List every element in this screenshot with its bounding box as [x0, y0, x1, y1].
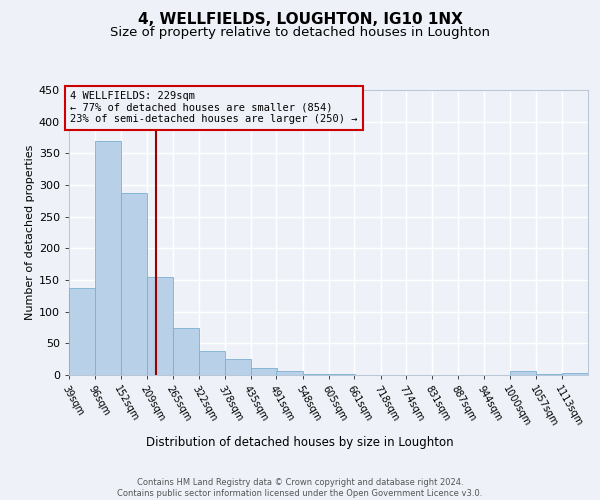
Text: Distribution of detached houses by size in Loughton: Distribution of detached houses by size … [146, 436, 454, 449]
Text: Size of property relative to detached houses in Loughton: Size of property relative to detached ho… [110, 26, 490, 39]
Text: 4 WELLFIELDS: 229sqm
← 77% of detached houses are smaller (854)
23% of semi-deta: 4 WELLFIELDS: 229sqm ← 77% of detached h… [70, 92, 358, 124]
Bar [147, 277, 173, 375]
Bar [562, 373, 588, 375]
Bar [224, 358, 251, 375]
Bar [536, 374, 562, 375]
Bar [173, 328, 199, 375]
Bar [302, 374, 329, 375]
Y-axis label: Number of detached properties: Number of detached properties [25, 145, 35, 320]
Bar [329, 374, 355, 375]
Bar [69, 288, 95, 375]
Text: Contains HM Land Registry data © Crown copyright and database right 2024.
Contai: Contains HM Land Registry data © Crown c… [118, 478, 482, 498]
Bar [277, 370, 302, 375]
Bar [95, 140, 121, 375]
Bar [121, 192, 147, 375]
Bar [199, 351, 225, 375]
Bar [510, 371, 536, 375]
Text: 4, WELLFIELDS, LOUGHTON, IG10 1NX: 4, WELLFIELDS, LOUGHTON, IG10 1NX [137, 12, 463, 28]
Bar [251, 368, 277, 375]
